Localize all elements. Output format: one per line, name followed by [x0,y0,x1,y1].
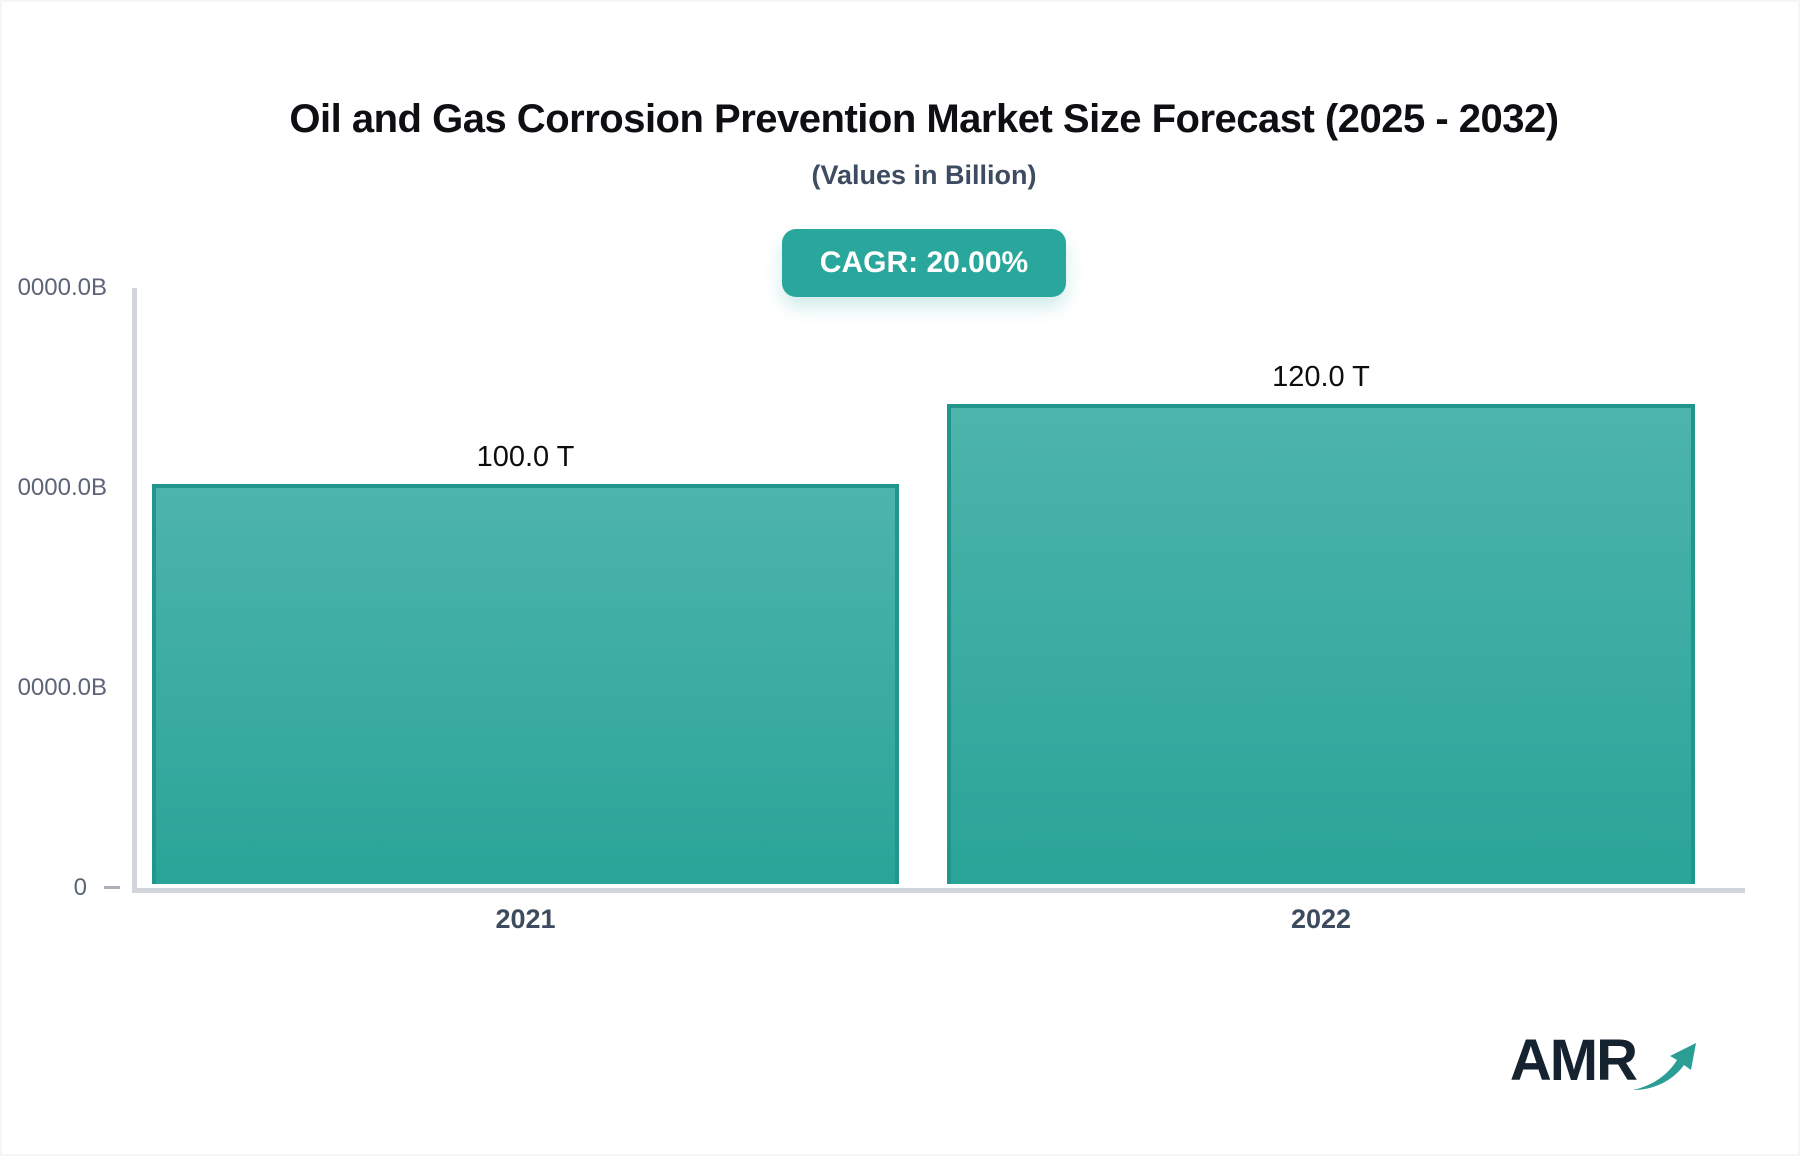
x-axis-line [132,888,1745,893]
zero-tick-mark [104,886,120,889]
chart-subtitle: (Values in Billion) [811,160,1037,190]
x-axis-label-2022: 2022 [1290,904,1352,934]
bar-2022 [947,404,1695,884]
y-axis-line [132,288,137,893]
chart-title: Oil and Gas Corrosion Prevention Market … [289,97,1559,141]
cagr-badge: CAGR: 20.00% [781,229,1067,297]
y-tick-label-zero: 0 [73,874,87,901]
chart-header: Oil and Gas Corrosion Prevention Market … [2,2,1798,297]
bar-value-label-2022: 120.0 T [1272,361,1370,393]
bar-2021 [152,484,899,884]
bar-value-label-2021: 100.0 T [476,441,575,473]
y-tick-label: 0000.0B [17,674,107,701]
y-tick-label: 0000.0B [17,274,107,301]
amr-logo-text: AMR [1509,1028,1638,1093]
x-axis-label-2021: 2021 [495,904,556,934]
y-tick-label: 0000.0B [17,474,107,501]
amr-logo: AMR [1510,1030,1698,1101]
growth-arrow-icon [1632,1038,1698,1101]
